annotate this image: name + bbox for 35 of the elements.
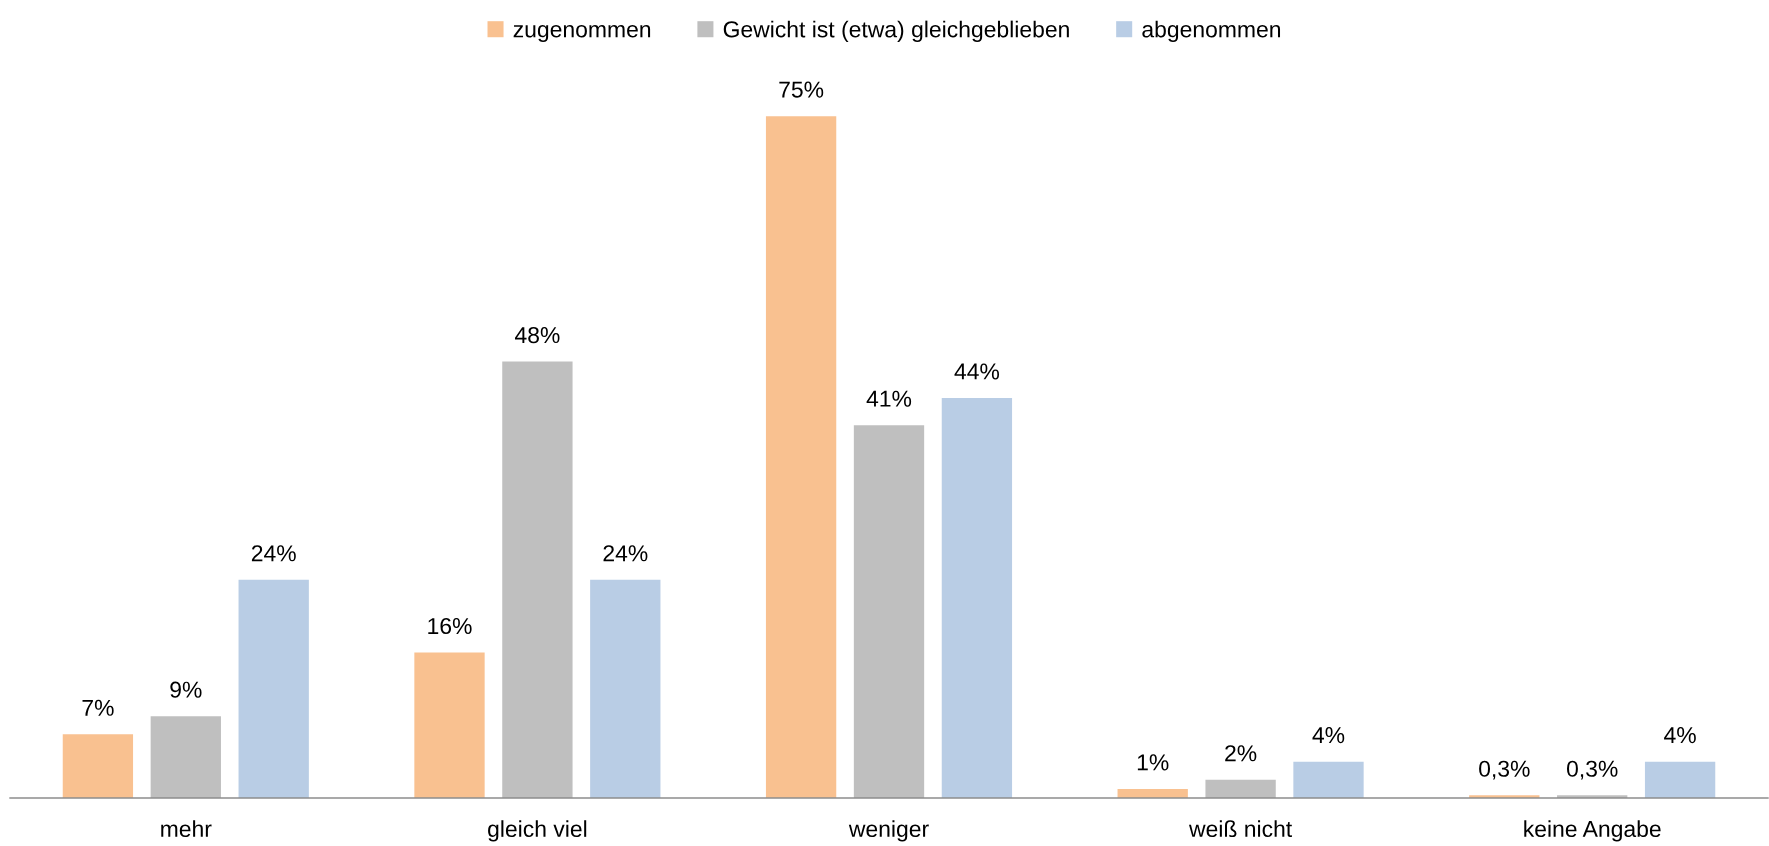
bar (62, 734, 134, 798)
legend-label: Gewicht ist (etwa) gleichgeblieben (723, 20, 1069, 42)
data-label: 4% (1664, 727, 1696, 744)
data-label: 24% (251, 545, 296, 562)
bar (941, 397, 1013, 798)
data-label: 16% (428, 617, 472, 635)
x-tick-label: mehr (161, 820, 212, 838)
data-label: 0,3% (1566, 760, 1618, 780)
bar (1293, 761, 1364, 798)
bar (590, 579, 661, 798)
bar (150, 716, 221, 798)
data-label: 44% (954, 363, 1000, 380)
bar (502, 361, 573, 798)
data-label: 75% (779, 81, 824, 98)
bar (765, 116, 837, 798)
data-label: 4% (1312, 727, 1345, 744)
x-tick-label: weiß nicht (1188, 820, 1293, 838)
bar (414, 652, 485, 798)
legend-label: zugenommen (513, 24, 651, 42)
x-tick-label: keine Angabe (1524, 820, 1661, 842)
data-label: 1% (1137, 754, 1169, 771)
data-label: 0,3% (1479, 760, 1530, 780)
data-label: 48% (514, 326, 560, 344)
data-label: 9% (170, 681, 202, 698)
bar (853, 425, 925, 798)
data-label: 7% (82, 699, 114, 716)
x-tick-label: weniger (848, 820, 929, 842)
data-label: 24% (603, 545, 648, 562)
bar (238, 579, 309, 798)
data-label: 2% (1225, 745, 1257, 762)
legend-label: abgenommen (1142, 20, 1281, 42)
x-tick-label: gleich viel (488, 820, 587, 842)
bar (1205, 779, 1276, 798)
data-label: 41% (866, 390, 912, 407)
bar (1644, 761, 1716, 798)
